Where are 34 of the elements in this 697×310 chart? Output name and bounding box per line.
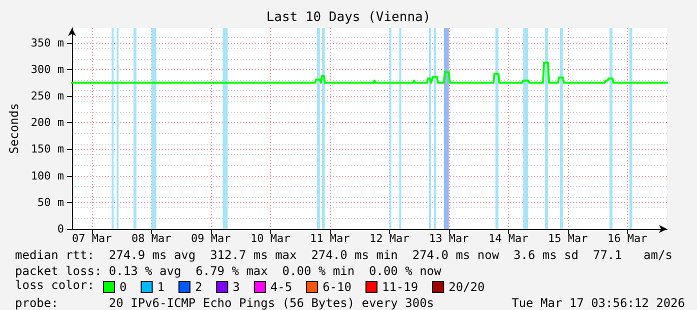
y-tick-label: 300 m [30, 62, 64, 76]
y-tick-label: 250 m [30, 90, 64, 103]
y-tick-label: 50 m [38, 196, 64, 209]
text: median rtt: 274.9 ms avg 312.7 ms max 274.0 ms min 274.0 ms now 3.6 ms sd 77.1 am/s [15, 248, 672, 262]
legend-label: 20/20 [448, 280, 485, 294]
legend-title: loss color: [15, 278, 94, 292]
y-tick-label: 200 m [30, 116, 64, 130]
y-tick-label: 150 m [30, 142, 64, 156]
x-tick-label: 16 Mar [607, 232, 648, 245]
legend-label: 2 [194, 280, 202, 294]
x-tick-label: 14 Mar [488, 232, 529, 245]
legend-label: 11-19 [382, 280, 418, 294]
legend-label: 6-10 [322, 280, 352, 294]
x-tick-label: 11 Mar [310, 232, 350, 245]
legend-label: 3 [232, 280, 240, 294]
x-tick-label: 09 Mar [190, 232, 232, 245]
x-tick-label: 12 Mar [369, 232, 410, 245]
x-tick-label: 15 Mar [548, 232, 588, 245]
x-tick-label: 10 Mar [250, 232, 291, 245]
text: packet loss: 0.13 % avg 6.79 % max 0.00 % min 0.00 % now [15, 264, 442, 278]
legend-label: 0 [120, 280, 127, 294]
legend-label: 1 [157, 280, 164, 294]
y-tick-label: 350 m [30, 36, 64, 50]
text: probe: 20 IPv6-ICMP Echo Pings (56 Bytes) every 300s [15, 296, 434, 310]
x-tick-label: 07 Mar [72, 232, 112, 245]
chart-title: Last 10 Days (Vienna) [266, 10, 431, 25]
legend-label: 4-5 [270, 280, 292, 294]
x-tick-label: 13 Mar [428, 232, 470, 245]
y-tick-label: 100 m [30, 169, 64, 182]
line-series [71, 62, 668, 84]
y-tick-label: 0 [57, 222, 64, 236]
x-tick-label: 08 Mar [131, 232, 172, 245]
y-axis-title: Seconds [7, 103, 21, 154]
text: Tue Mar 17 03:56:12 2026 [512, 296, 685, 310]
